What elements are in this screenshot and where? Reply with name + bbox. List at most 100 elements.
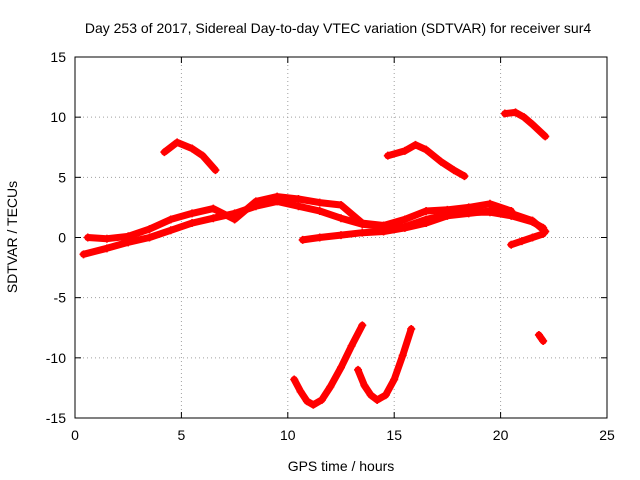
data-point (302, 397, 311, 406)
data-point (507, 209, 516, 218)
data-point (337, 231, 345, 240)
data-point (290, 375, 299, 384)
y-tick-label: 0 (58, 230, 66, 246)
data-point (273, 192, 282, 201)
data-point (528, 233, 537, 242)
grid (75, 57, 607, 418)
x-tick-label: 15 (386, 427, 402, 443)
data-series-7 (507, 229, 548, 249)
data-point (449, 166, 458, 175)
data-point (398, 351, 407, 360)
data-point (315, 207, 324, 216)
data-point (326, 382, 335, 391)
y-tick-label: 10 (50, 109, 66, 125)
data-point (317, 395, 326, 404)
data-point (464, 209, 473, 218)
data-point (422, 207, 431, 216)
data-point (422, 219, 431, 228)
data-point (347, 341, 356, 350)
data-point (358, 321, 367, 330)
data-point (360, 381, 369, 390)
y-axis-title: SDTVAR / TECUs (4, 181, 20, 293)
data-point (373, 395, 382, 404)
data-point (507, 240, 516, 249)
data-point (315, 233, 324, 242)
data-point (460, 172, 469, 181)
data-point (539, 336, 548, 345)
data-series-3 (160, 138, 220, 175)
data-point (381, 391, 390, 400)
series-trace (507, 230, 547, 249)
data-point (534, 126, 543, 135)
data-point (209, 214, 218, 223)
data-point (337, 201, 345, 210)
data-point (485, 199, 494, 208)
data-point (315, 198, 324, 207)
data-point (443, 211, 452, 220)
data-point (337, 363, 345, 372)
y-tick-label: 5 (58, 169, 66, 185)
data-point (198, 151, 207, 160)
data-point (358, 219, 367, 228)
data-point (517, 237, 526, 246)
data-series-9 (354, 324, 416, 404)
series-trace (290, 321, 366, 409)
data-point (145, 233, 154, 242)
data-point (500, 109, 509, 118)
data-point (337, 214, 345, 223)
data-point (383, 151, 392, 160)
y-tick-label: 15 (50, 49, 66, 65)
data-point (211, 166, 220, 175)
series-trace (160, 138, 219, 174)
data-series-10 (534, 330, 548, 345)
x-tick-label: 5 (178, 427, 186, 443)
data-point (511, 108, 520, 117)
data-point (102, 234, 111, 243)
data-point (83, 233, 92, 242)
data-point (358, 228, 367, 237)
data-series-6 (298, 207, 550, 244)
axes: 0 5 10 15 20 25 15 10 5 0 -5 -10 -15 (46, 49, 615, 443)
x-axis-title: GPS time / hours (288, 458, 395, 474)
x-tick-label: 10 (280, 427, 296, 443)
data-point (354, 365, 363, 374)
y-tick-label: -15 (46, 410, 66, 426)
data-point (124, 232, 133, 241)
data-point (400, 223, 409, 232)
data-point (400, 215, 409, 224)
data-point (528, 216, 537, 225)
x-tick-label: 25 (599, 427, 615, 443)
data-point (400, 146, 409, 155)
data-point (294, 202, 303, 211)
data-point (298, 235, 307, 244)
data-point (188, 144, 197, 153)
data-point (251, 197, 260, 206)
data-point (411, 140, 420, 149)
data-point (539, 229, 548, 238)
data-point (390, 375, 399, 384)
data-point (407, 324, 416, 333)
series-trace (354, 325, 415, 404)
data-point (173, 138, 182, 147)
data-point (102, 244, 111, 253)
data-point (166, 215, 175, 224)
x-tick-label: 20 (493, 427, 509, 443)
y-tick-label: -10 (46, 350, 66, 366)
data-point (294, 194, 303, 203)
data-point (188, 209, 197, 218)
data-point (485, 207, 494, 216)
data-point (160, 148, 169, 157)
data-point (528, 120, 537, 129)
data-point (437, 157, 446, 166)
data-point (79, 250, 88, 259)
data-point (379, 227, 388, 236)
data-point (230, 215, 239, 224)
data-point (520, 113, 529, 122)
plot-area (79, 108, 550, 409)
data-point (309, 400, 318, 409)
data-series-4 (383, 140, 469, 181)
data-point (541, 132, 550, 141)
data-point (209, 204, 218, 213)
data-point (188, 219, 197, 228)
